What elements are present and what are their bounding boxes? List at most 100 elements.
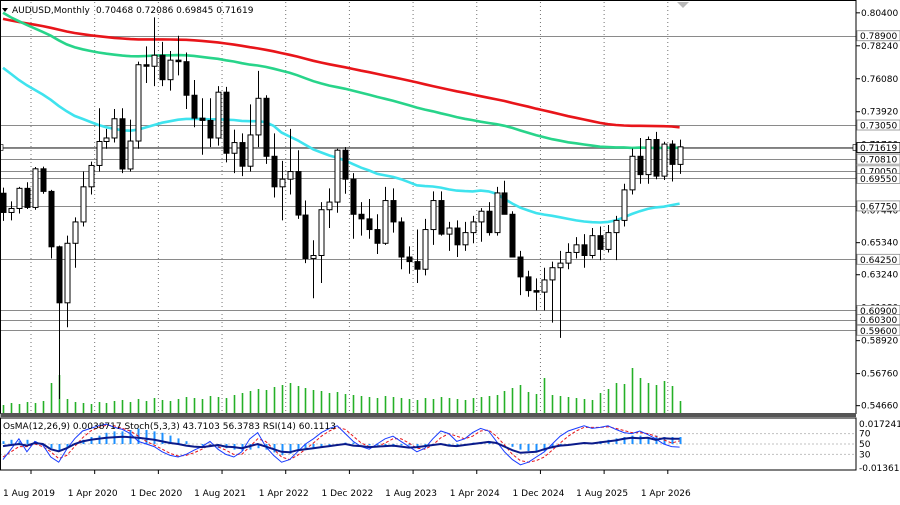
candle[interactable]	[645, 136, 652, 184]
candle[interactable]	[342, 147, 349, 194]
candle[interactable]	[287, 128, 294, 195]
bear-candle-body	[271, 155, 278, 188]
candle[interactable]	[462, 221, 469, 251]
candle[interactable]	[613, 215, 620, 261]
candle[interactable]	[621, 183, 628, 227]
candle[interactable]	[310, 240, 317, 299]
candle[interactable]	[40, 166, 47, 194]
candle[interactable]	[119, 108, 126, 174]
candle[interactable]	[549, 261, 556, 323]
candle[interactable]	[8, 201, 15, 221]
candle[interactable]	[191, 79, 198, 128]
candle[interactable]	[509, 211, 516, 258]
candle[interactable]	[111, 108, 118, 143]
time-label: 1 Apr 2026	[641, 489, 691, 499]
candle[interactable]	[80, 171, 87, 227]
candle[interactable]	[32, 166, 39, 210]
candle[interactable]	[629, 148, 636, 195]
panel-separator[interactable]	[0, 413, 857, 417]
candle[interactable]	[589, 228, 596, 259]
candles[interactable]	[0, 17, 684, 399]
candle[interactable]	[430, 191, 437, 245]
candle[interactable]	[263, 95, 270, 164]
oscillator-header: OsMA(12,26,9) 0.0038717 Stoch(5,3,3) 43.…	[3, 422, 336, 432]
candle[interactable]	[24, 182, 31, 209]
candle[interactable]	[470, 215, 477, 244]
candle[interactable]	[486, 202, 493, 236]
candle[interactable]	[326, 188, 333, 229]
candle[interactable]	[390, 188, 397, 233]
candle[interactable]	[382, 186, 389, 245]
candle[interactable]	[454, 220, 461, 258]
price-tick-label: 0.67440	[861, 207, 898, 217]
chart-shift-marker-icon[interactable]	[677, 2, 689, 8]
candle[interactable]	[175, 35, 182, 76]
candle[interactable]	[597, 226, 604, 261]
candle[interactable]	[637, 137, 644, 184]
candle[interactable]	[151, 17, 158, 87]
symbol-dropdown-icon[interactable]	[2, 8, 8, 12]
candle[interactable]	[207, 98, 214, 148]
candle[interactable]	[517, 250, 524, 296]
candle[interactable]	[541, 267, 548, 311]
candle[interactable]	[398, 217, 405, 270]
candle[interactable]	[653, 131, 660, 180]
candle[interactable]	[573, 237, 580, 259]
candle[interactable]	[223, 86, 230, 163]
candle[interactable]	[438, 191, 445, 236]
candle[interactable]	[183, 52, 190, 109]
candle[interactable]	[318, 202, 325, 283]
candle[interactable]	[247, 104, 254, 172]
candle[interactable]	[422, 218, 429, 276]
candle[interactable]	[127, 119, 134, 172]
candle[interactable]	[406, 246, 413, 274]
candle[interactable]	[557, 250, 564, 338]
price-tick-label: 0.80400	[861, 9, 898, 19]
candle[interactable]	[64, 235, 71, 328]
price-tick-label: 0.76080	[861, 75, 898, 85]
candle[interactable]	[88, 161, 95, 195]
candle[interactable]	[677, 139, 684, 174]
candle[interactable]	[446, 221, 453, 251]
candle[interactable]	[159, 41, 166, 87]
candle[interactable]	[72, 217, 79, 268]
time-label: 1 Aug 2025	[576, 489, 628, 499]
candle[interactable]	[16, 186, 23, 214]
candle[interactable]	[231, 129, 238, 174]
candle[interactable]	[302, 200, 309, 264]
left-price-handle[interactable]	[0, 144, 4, 151]
candle[interactable]	[295, 150, 302, 219]
candle[interactable]	[135, 61, 142, 149]
candle[interactable]	[334, 148, 341, 213]
candle[interactable]	[199, 98, 206, 155]
candle[interactable]	[271, 133, 278, 198]
candle[interactable]	[215, 86, 222, 146]
candle[interactable]	[56, 245, 63, 399]
candle[interactable]	[358, 202, 365, 236]
candle[interactable]	[255, 70, 262, 148]
candle[interactable]	[501, 180, 508, 215]
candle[interactable]	[414, 229, 421, 283]
candle[interactable]	[167, 50, 174, 91]
candle[interactable]	[374, 214, 381, 254]
candle[interactable]	[279, 160, 286, 221]
candle[interactable]	[478, 208, 485, 242]
candle[interactable]	[239, 133, 246, 177]
candle[interactable]	[525, 270, 532, 297]
candle[interactable]	[565, 243, 572, 270]
candle[interactable]	[96, 108, 103, 172]
candle[interactable]	[533, 278, 540, 311]
candle[interactable]	[350, 173, 357, 239]
candle[interactable]	[669, 140, 676, 182]
oscillator-panel	[0, 418, 856, 470]
candle[interactable]	[103, 128, 110, 149]
candle[interactable]	[366, 199, 373, 239]
candle[interactable]	[494, 186, 501, 236]
candle[interactable]	[581, 234, 588, 268]
candle[interactable]	[661, 141, 668, 180]
candle[interactable]	[143, 46, 150, 84]
candle[interactable]	[605, 224, 612, 253]
candle[interactable]	[48, 189, 55, 259]
